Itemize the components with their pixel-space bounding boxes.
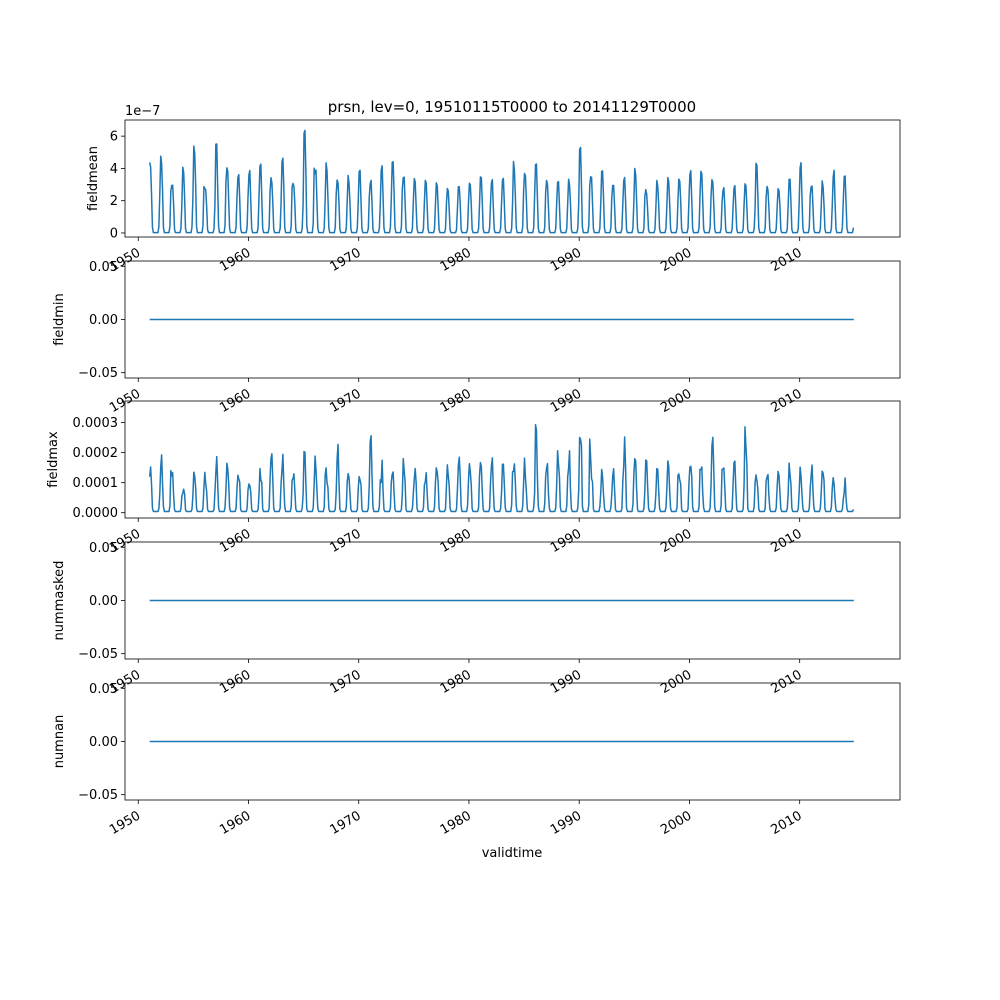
figure-title: prsn, lev=0, 19510115T0000 to 20141129T0… (328, 98, 696, 116)
y-tick-label-fieldmin: 0.05 (89, 260, 118, 275)
y-axis-label-fieldmin: fieldmin (52, 293, 67, 346)
y-tick-label-fieldmean: 0 (110, 226, 118, 241)
series-line-fieldmean (148, 129, 855, 234)
axes-frame-fieldmean (124, 119, 901, 238)
y-tick-label-fieldmax: 0.0001 (73, 476, 119, 491)
y-tick-label-nummasked: −0.05 (78, 647, 118, 662)
y-tick-label-numnan: 0.00 (89, 735, 118, 750)
y-axis-label-fieldmax: fieldmax (46, 431, 61, 488)
y-tick-label-numnan: 0.05 (89, 682, 118, 697)
x-axis-label: validtime (482, 846, 543, 861)
y-tick-label-fieldmean: 2 (110, 194, 118, 209)
y-tick-label-nummasked: 0.05 (89, 541, 118, 556)
y-tick-label-nummasked: 0.00 (89, 594, 118, 609)
axes-frame-fieldmax (124, 400, 901, 519)
y-tick-label-fieldmin: −0.05 (78, 366, 118, 381)
series-line-fieldmax (148, 424, 855, 513)
y-axis-label-fieldmean: fieldmean (86, 146, 101, 211)
y-tick-label-numnan: −0.05 (78, 788, 118, 803)
y-axis-label-numnan: numnan (52, 715, 67, 769)
y-tick-label-fieldmin: 0.00 (89, 313, 118, 328)
y-tick-label-fieldmean: 4 (110, 162, 118, 177)
y-tick-label-fieldmax: 0.0003 (73, 416, 119, 431)
y-tick-label-fieldmax: 0.0000 (73, 506, 119, 521)
y-tick-label-fieldmean: 6 (110, 130, 118, 145)
y-offset-text-fieldmean: 1e−7 (125, 104, 160, 119)
y-tick-label-fieldmax: 0.0002 (73, 446, 119, 461)
y-axis-label-nummasked: nummasked (52, 561, 67, 641)
